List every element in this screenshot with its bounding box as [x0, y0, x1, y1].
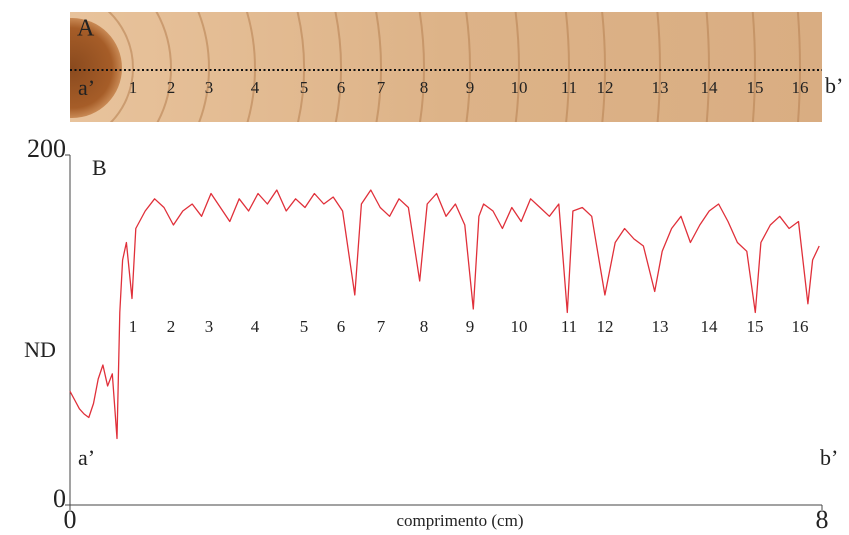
ring-label: 8 [420, 78, 429, 97]
start-label: a’ [78, 445, 95, 470]
ring-label: 4 [251, 317, 260, 336]
end-label: b’ [825, 73, 843, 98]
chart: B ND comprimento (cm) a’ b’ 1 2 3 4 5 6 7 8 9 10 1… [24, 134, 838, 534]
ring-label: 16 [792, 317, 809, 336]
start-label: a’ [78, 75, 95, 100]
y-tick-label: 0 [53, 484, 66, 513]
ring-arc [656, 12, 661, 122]
x-tick-label: 8 [816, 505, 829, 534]
ring-arc [155, 12, 172, 122]
ring-label: 7 [377, 78, 386, 97]
ring-arc [197, 12, 210, 122]
x-axis-label: comprimento (cm) [397, 511, 524, 530]
ring-arc [751, 12, 757, 122]
ring-label: 14 [701, 78, 719, 97]
ring-arc [334, 12, 342, 122]
ring-label: 12 [597, 317, 614, 336]
ring-label: 3 [205, 317, 214, 336]
ring-arc [418, 12, 425, 122]
ring-label: 1 [129, 317, 138, 336]
ring-label: 9 [466, 317, 475, 336]
ring-label: 13 [652, 317, 669, 336]
ring-label: 7 [377, 317, 386, 336]
ring-label: 10 [511, 78, 528, 97]
ring-label: 6 [337, 317, 346, 336]
ring-label: 8 [420, 317, 429, 336]
end-label: b’ [820, 445, 838, 470]
ring-label: 11 [561, 78, 577, 97]
ring-label: 16 [792, 78, 809, 97]
ring-label: 6 [337, 78, 346, 97]
pith [70, 18, 122, 118]
ring-arc [107, 12, 134, 122]
ring-label: 13 [652, 78, 669, 97]
panel-label: A [77, 16, 95, 42]
ring-label: 10 [511, 317, 528, 336]
y-tick-label: 200 [27, 134, 66, 163]
density-line [69, 189, 820, 440]
ring-arc [465, 12, 472, 122]
y-axis-label: ND [24, 337, 56, 362]
ring-label: 9 [466, 78, 475, 97]
ring-label: 3 [205, 78, 214, 97]
ring-label: 15 [747, 78, 764, 97]
ring-arc [245, 12, 256, 122]
ring-label: 5 [300, 317, 309, 336]
ring-arc [601, 12, 606, 122]
ring-label: 15 [747, 317, 764, 336]
ring-arc [296, 12, 305, 122]
wood-background [70, 12, 822, 122]
ring-label: 2 [167, 78, 176, 97]
panel-label: B [92, 155, 107, 180]
ring-arc [514, 12, 520, 122]
wood-photo [70, 12, 822, 122]
ring-arc [705, 12, 710, 122]
ring-arc [375, 12, 382, 122]
ring-label: 14 [701, 317, 719, 336]
ring-label: 5 [300, 78, 309, 97]
ring-label: 1 [129, 78, 138, 97]
x-tick-label: 0 [64, 505, 77, 534]
ring-arc [564, 12, 570, 122]
ring-label: 11 [561, 317, 577, 336]
ring-label: 2 [167, 317, 176, 336]
ring-label: 4 [251, 78, 260, 97]
ring-arc [796, 12, 801, 122]
ring-label: 12 [597, 78, 614, 97]
